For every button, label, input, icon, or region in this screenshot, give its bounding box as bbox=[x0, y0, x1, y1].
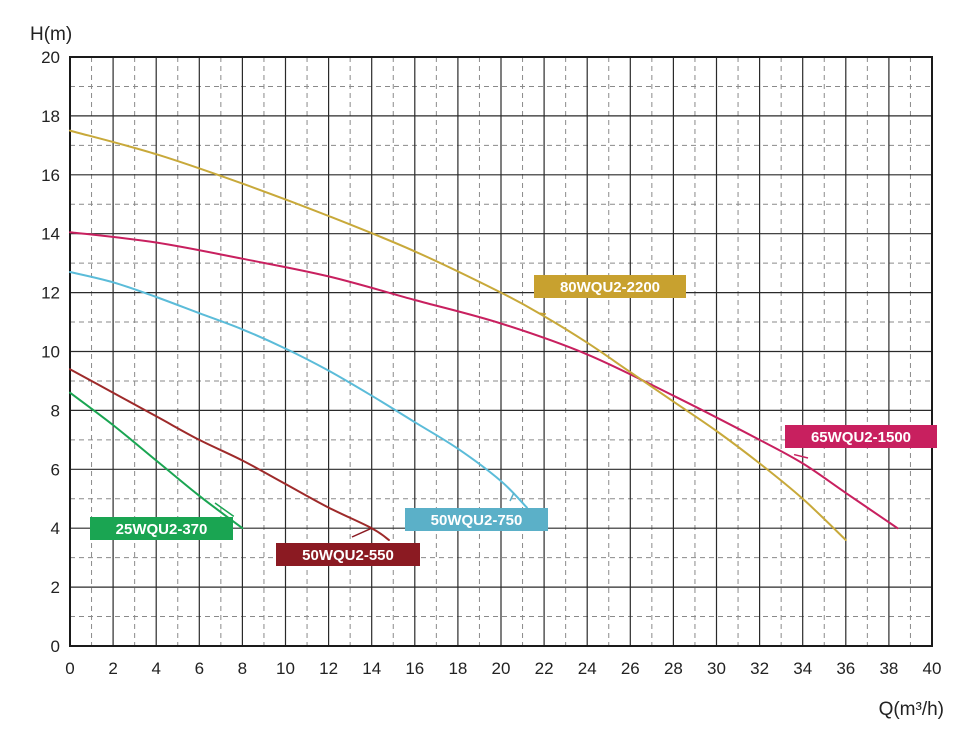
series-label-80wqu2-2200: 80WQU2-2200 bbox=[534, 275, 686, 315]
label-text: 50WQU2-550 bbox=[302, 547, 394, 564]
label-leader-line bbox=[793, 453, 809, 459]
series-layer bbox=[69, 129, 899, 541]
x-tick-label: 38 bbox=[879, 659, 898, 678]
series-line-25wqu2-370 bbox=[69, 391, 244, 530]
label-text: 65WQU2-1500 bbox=[811, 429, 911, 446]
series-line-50wqu2-550 bbox=[69, 368, 390, 541]
y-tick-label: 10 bbox=[41, 343, 60, 362]
x-tick-label: 0 bbox=[65, 659, 74, 678]
series-label-50wqu2-550: 50WQU2-550 bbox=[276, 527, 420, 566]
label-leader-line bbox=[214, 502, 235, 518]
x-tick-label: 10 bbox=[276, 659, 295, 678]
x-tick-label: 36 bbox=[836, 659, 855, 678]
x-tick-label: 40 bbox=[923, 659, 942, 678]
y-tick-label: 14 bbox=[41, 225, 60, 244]
x-tick-label: 18 bbox=[448, 659, 467, 678]
x-tick-label: 16 bbox=[405, 659, 424, 678]
plot-frame bbox=[69, 56, 933, 647]
label-text: 25WQU2-370 bbox=[116, 521, 208, 538]
y-tick-label: 2 bbox=[51, 578, 60, 597]
y-tick-label: 6 bbox=[51, 460, 60, 479]
y-tick-label: 8 bbox=[51, 401, 60, 420]
x-tick-label: 32 bbox=[750, 659, 769, 678]
x-tick-label: 2 bbox=[108, 659, 117, 678]
y-tick-label: 20 bbox=[41, 48, 60, 67]
grid bbox=[69, 56, 933, 647]
x-tick-label: 14 bbox=[362, 659, 381, 678]
x-axis-title: Q(m³/h) bbox=[879, 699, 944, 720]
label-text: 50WQU2-750 bbox=[431, 512, 523, 529]
x-tick-label: 4 bbox=[151, 659, 160, 678]
series-label-65wqu2-1500: 65WQU2-1500 bbox=[785, 425, 937, 459]
y-tick-label: 12 bbox=[41, 284, 60, 303]
label-leader-line bbox=[539, 312, 547, 315]
series-label-50wqu2-750: 50WQU2-750 bbox=[405, 492, 548, 531]
x-tick-label: 22 bbox=[535, 659, 554, 678]
x-tick-label: 28 bbox=[664, 659, 683, 678]
label-leader-line bbox=[351, 527, 373, 538]
label-leader-line bbox=[509, 492, 515, 502]
x-tick-label: 8 bbox=[238, 659, 247, 678]
label-text: 80WQU2-2200 bbox=[560, 279, 660, 296]
y-tick-label: 0 bbox=[51, 637, 60, 656]
series-line-65wqu2-1500 bbox=[69, 231, 899, 530]
x-tick-label: 30 bbox=[707, 659, 726, 678]
y-axis-title: H(m) bbox=[30, 24, 72, 45]
series-labels: 25WQU2-370 50WQU2-550 50WQU2-750 80WQU2-220… bbox=[90, 275, 937, 566]
label-box bbox=[405, 508, 548, 531]
y-tick-label: 18 bbox=[41, 107, 60, 126]
y-tick-label: 4 bbox=[51, 519, 60, 538]
y-tick-label: 16 bbox=[41, 166, 60, 185]
x-tick-label: 26 bbox=[621, 659, 640, 678]
x-tick-label: 12 bbox=[319, 659, 338, 678]
series-line-80wqu2-2200 bbox=[69, 129, 847, 541]
axes: 0 2 4 6 8 10 12 14 16 18 20 22 24 26 28 30 32 34 36 38 40024… bbox=[30, 24, 944, 720]
label-box bbox=[276, 543, 420, 566]
series-label-25wqu2-370: 25WQU2-370 bbox=[90, 502, 235, 540]
x-tick-label: 20 bbox=[492, 659, 511, 678]
x-tick-label: 6 bbox=[195, 659, 204, 678]
label-box bbox=[90, 517, 233, 540]
label-box bbox=[534, 275, 686, 298]
x-tick-label: 34 bbox=[793, 659, 812, 678]
x-tick-label: 24 bbox=[578, 659, 597, 678]
label-box bbox=[785, 425, 937, 448]
series-line-50wqu2-750 bbox=[69, 271, 528, 509]
